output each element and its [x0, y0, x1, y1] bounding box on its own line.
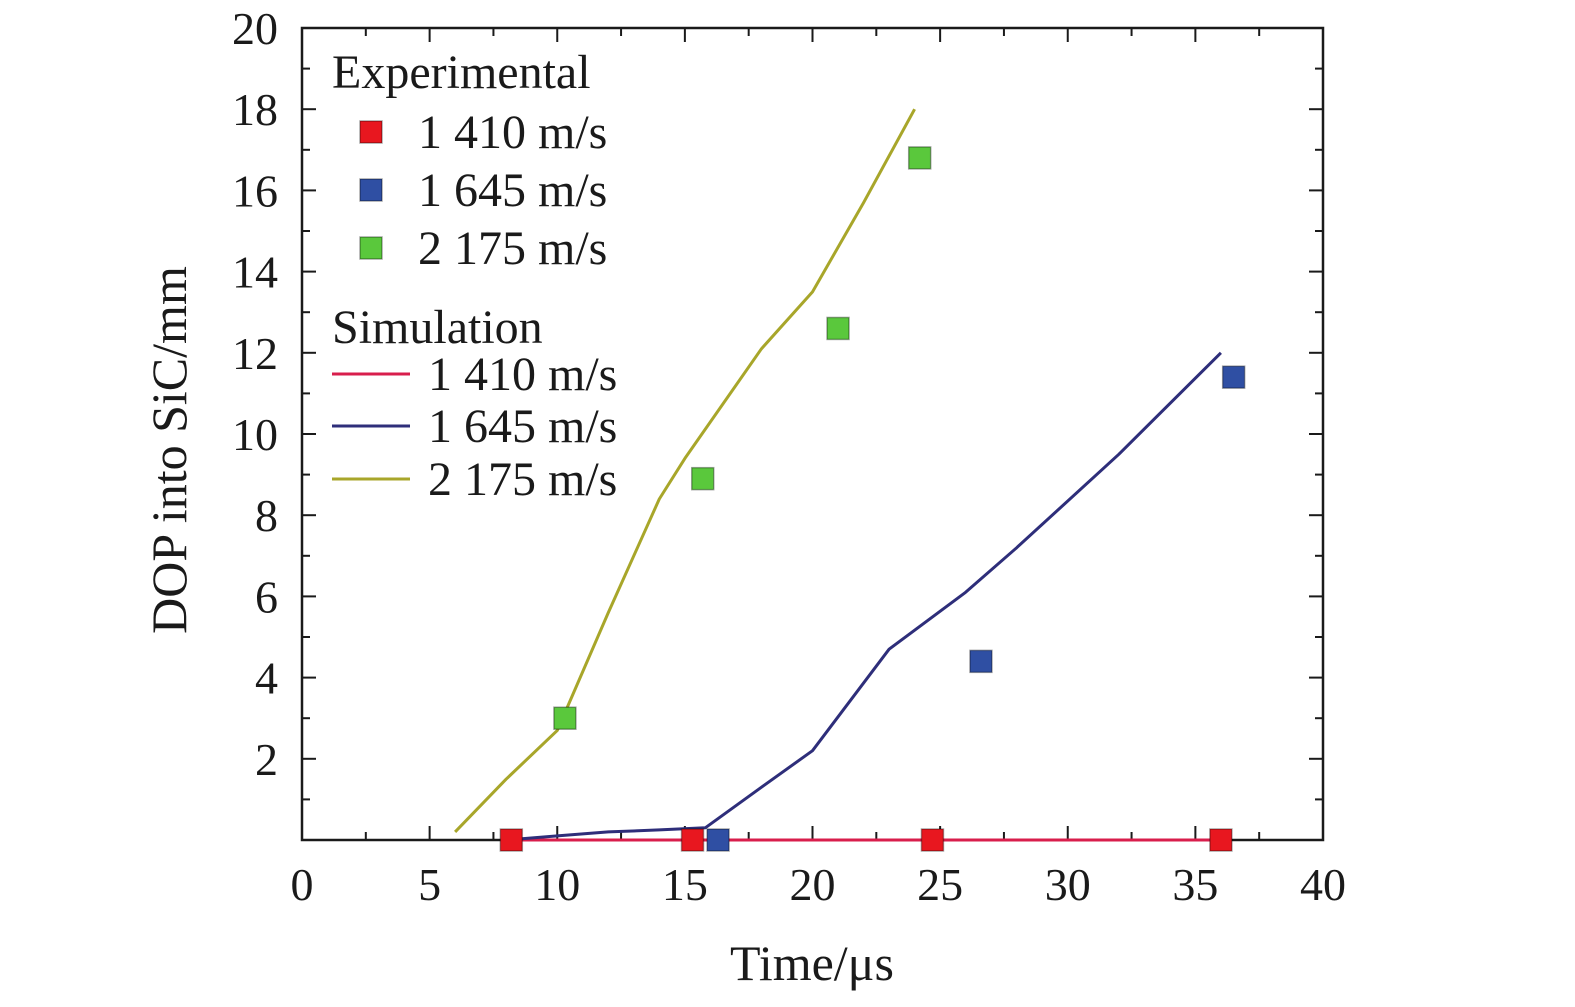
legend-simulation-label-0: 1 410 m/s [428, 348, 617, 401]
x-tick-label: 20 [790, 859, 836, 910]
legend-experimental-marker-0 [359, 120, 383, 144]
experimental-point-1-2 [1221, 365, 1246, 389]
x-tick-label: 35 [1172, 859, 1218, 910]
y-tick-label: 20 [232, 3, 278, 54]
x-axis-title: Time/μs [730, 935, 894, 991]
legend-experimental-label-2: 2 175 m/s [418, 222, 607, 275]
y-tick-label: 8 [255, 490, 278, 541]
experimental-point-0-3 [1209, 828, 1233, 852]
experimental-point-2-1 [690, 466, 715, 491]
y-tick-label: 2 [255, 734, 278, 785]
legend-experimental-label-0: 1 410 m/s [418, 106, 607, 159]
experimental-point-2-0 [553, 706, 577, 730]
x-tick-label: 40 [1300, 859, 1346, 910]
y-tick-label: 18 [232, 84, 278, 135]
x-tick-label: 5 [418, 859, 441, 910]
simulation-line-1 [506, 351, 1222, 842]
legend-experimental-label-1: 1 645 m/s [418, 164, 607, 217]
x-tick-label: 25 [917, 859, 963, 910]
y-tick-label: 10 [232, 409, 278, 460]
y-tick-label: 12 [232, 328, 278, 379]
y-tick-label: 14 [232, 247, 278, 298]
x-tick-label: 0 [291, 859, 314, 910]
axis-ticks: 0 5 10 15 20 25 30 35 40 2 4 6 8 10 12 14 16 18 20 [232, 3, 1346, 910]
experimental-point-0-0 [499, 828, 524, 852]
y-tick-label: 6 [255, 571, 278, 622]
experimental-point-2-3 [907, 146, 932, 170]
experimental-point-2-2 [826, 316, 850, 341]
legend-experimental-marker-2 [359, 236, 383, 260]
y-tick-label: 4 [255, 653, 278, 704]
simulation-line-2 [454, 108, 916, 833]
experimental-point-0-1 [680, 828, 705, 852]
x-tick-label: 10 [534, 859, 580, 910]
experimental-point-1-1 [969, 649, 993, 674]
x-tick-label: 15 [662, 859, 708, 910]
experimental-point-0-2 [920, 828, 945, 852]
y-axis-title: DOP into SiC/mm [141, 266, 197, 634]
series-layer [454, 108, 1246, 852]
legend-simulation-title: Simulation [332, 301, 543, 354]
legend-simulation-label-2: 2 175 m/s [428, 453, 617, 506]
y-tick-label: 16 [232, 165, 278, 216]
legend-experimental-marker-1 [359, 178, 383, 202]
x-tick-label: 30 [1045, 859, 1091, 910]
legend-simulation-label-1: 1 645 m/s [428, 400, 617, 453]
legend-experimental-title: Experimental [332, 46, 591, 99]
experimental-point-1-0 [706, 828, 730, 852]
